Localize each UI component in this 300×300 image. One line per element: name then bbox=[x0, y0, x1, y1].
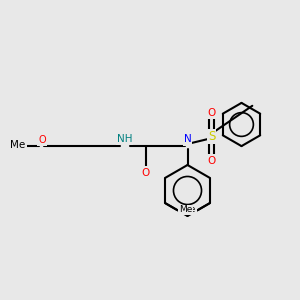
Text: O: O bbox=[207, 155, 216, 166]
Text: O: O bbox=[141, 167, 150, 178]
Text: Me: Me bbox=[179, 206, 193, 214]
Text: Me: Me bbox=[182, 206, 196, 214]
Text: N: N bbox=[184, 134, 191, 145]
Text: O: O bbox=[207, 107, 216, 118]
Text: S: S bbox=[208, 130, 215, 143]
Text: NH: NH bbox=[117, 134, 132, 144]
Text: O: O bbox=[38, 135, 46, 145]
Text: Me: Me bbox=[11, 140, 26, 151]
